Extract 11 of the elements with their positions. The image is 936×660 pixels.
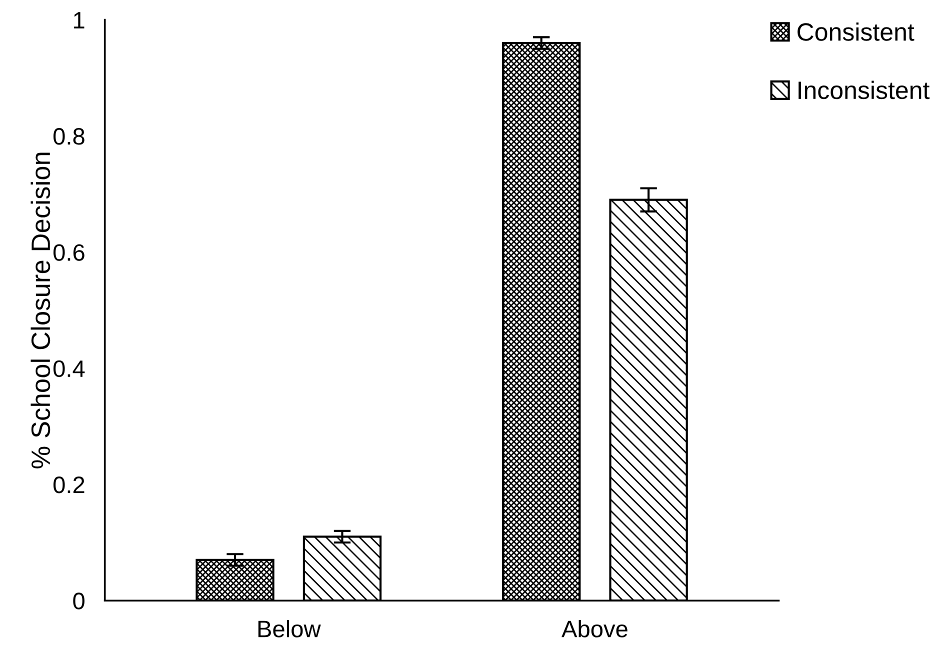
y-tick-label: 0.2 (53, 476, 84, 494)
legend-label: Inconsistent (798, 80, 930, 100)
x-tick-label: Below (258, 620, 321, 638)
y-axis-title: % School Closure Decision (30, 152, 50, 468)
legend-label: Consistent (798, 22, 914, 41)
x-tick-label: Above (562, 620, 628, 638)
y-tick-label: 0.8 (53, 128, 84, 145)
y-tick-label: 0.4 (53, 360, 85, 378)
y-tick-label: 0 (73, 592, 84, 610)
y-tick-label: 0.6 (53, 244, 84, 261)
y-tick-label: 1 (74, 12, 84, 28)
